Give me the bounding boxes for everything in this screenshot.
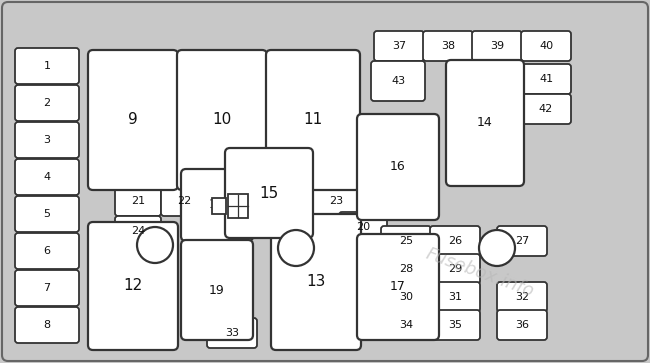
Text: 40: 40 (539, 41, 553, 51)
FancyBboxPatch shape (88, 222, 178, 350)
FancyBboxPatch shape (115, 186, 161, 216)
FancyBboxPatch shape (381, 282, 431, 312)
Text: 19: 19 (209, 284, 225, 297)
Text: 15: 15 (259, 185, 279, 200)
Text: 16: 16 (390, 160, 406, 174)
Text: 29: 29 (448, 264, 462, 274)
FancyBboxPatch shape (430, 310, 480, 340)
Text: Fusebox.info: Fusebox.info (423, 245, 537, 301)
FancyBboxPatch shape (88, 50, 178, 190)
Text: 42: 42 (539, 104, 553, 114)
Circle shape (137, 227, 173, 263)
Text: 25: 25 (399, 236, 413, 246)
Text: 24: 24 (131, 226, 145, 236)
FancyBboxPatch shape (381, 310, 431, 340)
FancyBboxPatch shape (430, 282, 480, 312)
Text: 35: 35 (448, 320, 462, 330)
FancyBboxPatch shape (161, 186, 207, 216)
Text: 32: 32 (515, 292, 529, 302)
FancyBboxPatch shape (15, 233, 79, 269)
Circle shape (278, 230, 314, 266)
Text: 27: 27 (515, 236, 529, 246)
Text: 38: 38 (441, 41, 455, 51)
FancyBboxPatch shape (497, 310, 547, 340)
Text: 41: 41 (539, 74, 553, 84)
Text: 4: 4 (44, 172, 51, 182)
Text: 34: 34 (399, 320, 413, 330)
FancyBboxPatch shape (15, 307, 79, 343)
Bar (212, 197, 226, 215)
Text: 2: 2 (44, 98, 51, 108)
FancyBboxPatch shape (313, 186, 359, 216)
Text: 12: 12 (124, 278, 142, 294)
Text: 36: 36 (515, 320, 529, 330)
Bar (228, 194, 248, 218)
FancyBboxPatch shape (181, 169, 253, 241)
FancyBboxPatch shape (357, 114, 439, 220)
FancyBboxPatch shape (423, 31, 473, 61)
Text: 39: 39 (490, 41, 504, 51)
Text: 31: 31 (448, 292, 462, 302)
FancyBboxPatch shape (371, 61, 425, 101)
FancyBboxPatch shape (381, 254, 431, 284)
Text: 33: 33 (225, 328, 239, 338)
FancyBboxPatch shape (225, 148, 313, 238)
FancyBboxPatch shape (472, 31, 522, 61)
Text: 11: 11 (304, 113, 322, 127)
FancyBboxPatch shape (207, 318, 257, 348)
FancyBboxPatch shape (430, 226, 480, 256)
FancyBboxPatch shape (177, 50, 267, 190)
Text: 21: 21 (131, 196, 145, 206)
FancyBboxPatch shape (266, 50, 360, 190)
Text: 26: 26 (448, 236, 462, 246)
Text: 8: 8 (44, 320, 51, 330)
Text: 37: 37 (392, 41, 406, 51)
FancyBboxPatch shape (521, 64, 571, 94)
FancyBboxPatch shape (430, 254, 480, 284)
FancyBboxPatch shape (15, 48, 79, 84)
Text: 14: 14 (477, 117, 493, 130)
Text: 7: 7 (44, 283, 51, 293)
FancyBboxPatch shape (181, 240, 253, 340)
Text: 28: 28 (399, 264, 413, 274)
FancyBboxPatch shape (15, 122, 79, 158)
Text: 13: 13 (306, 274, 326, 290)
FancyBboxPatch shape (271, 214, 361, 350)
FancyBboxPatch shape (357, 234, 439, 340)
Circle shape (479, 230, 515, 266)
FancyBboxPatch shape (521, 94, 571, 124)
Text: 10: 10 (213, 113, 231, 127)
Text: 17: 17 (390, 281, 406, 294)
FancyBboxPatch shape (15, 270, 79, 306)
FancyBboxPatch shape (15, 196, 79, 232)
FancyBboxPatch shape (446, 60, 524, 186)
FancyBboxPatch shape (115, 216, 161, 246)
FancyBboxPatch shape (15, 159, 79, 195)
Text: 9: 9 (128, 113, 138, 127)
Text: 5: 5 (44, 209, 51, 219)
Text: 6: 6 (44, 246, 51, 256)
FancyBboxPatch shape (497, 226, 547, 256)
FancyBboxPatch shape (374, 31, 424, 61)
FancyBboxPatch shape (497, 282, 547, 312)
FancyBboxPatch shape (381, 226, 431, 256)
Text: 30: 30 (399, 292, 413, 302)
Text: 1: 1 (44, 61, 51, 71)
Text: 43: 43 (391, 76, 405, 86)
Text: 3: 3 (44, 135, 51, 145)
Text: 22: 22 (177, 196, 191, 206)
Text: 20: 20 (356, 222, 370, 232)
Text: 18: 18 (209, 199, 225, 212)
FancyBboxPatch shape (15, 85, 79, 121)
FancyBboxPatch shape (521, 31, 571, 61)
FancyBboxPatch shape (339, 212, 387, 242)
Text: 23: 23 (329, 196, 343, 206)
